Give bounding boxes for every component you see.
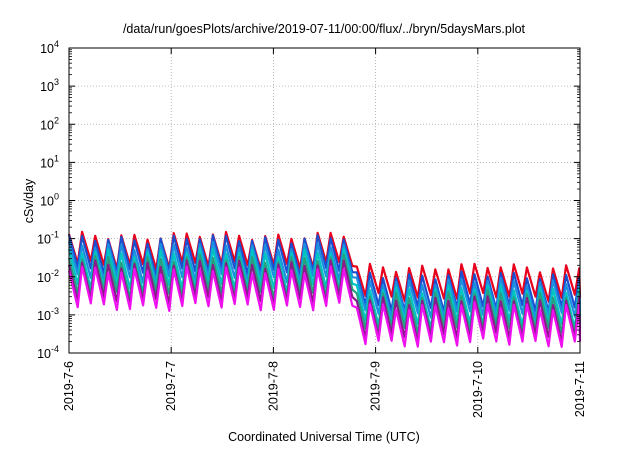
chart-title: /data/run/goesPlots/archive/2019-07-11/0… — [123, 22, 526, 36]
y-tick-label: 10-3 — [37, 306, 59, 323]
x-tick-label: 2019-7-9 — [369, 361, 383, 411]
y-tick-label: 10-2 — [37, 268, 59, 285]
y-tick-label: 104 — [40, 39, 59, 56]
y-tick-label: 100 — [40, 192, 59, 209]
series-line — [67, 265, 582, 348]
x-tick-label: 2019-7-10 — [471, 361, 485, 418]
y-tick-label: 10-4 — [37, 344, 59, 361]
series-layer — [67, 230, 582, 348]
y-axis-label: cSv/day — [22, 178, 36, 223]
y-tick-label: 102 — [40, 115, 59, 132]
x-tick-label: 2019-7-8 — [266, 361, 280, 411]
y-tick-label: 10-1 — [37, 230, 59, 247]
tick-layer — [68, 47, 581, 354]
y-tick-label: 101 — [40, 153, 59, 170]
x-tick-label: 2019-7-11 — [573, 361, 587, 417]
x-tick-labels: 2019-7-6 2019-7-7 2019-7-8 2019-7-9 2019-7-1… — [62, 361, 587, 418]
y-tick-label: 103 — [40, 77, 59, 94]
x-tick-label: 2019-7-6 — [62, 361, 76, 411]
x-tick-label: 2019-7-7 — [164, 361, 178, 411]
y-tick-labels: 10-4 10-3 10-2 10-1 100 101 102 103 104 — [37, 39, 59, 361]
x-axis-label: Coordinated Universal Time (UTC) — [228, 430, 420, 444]
